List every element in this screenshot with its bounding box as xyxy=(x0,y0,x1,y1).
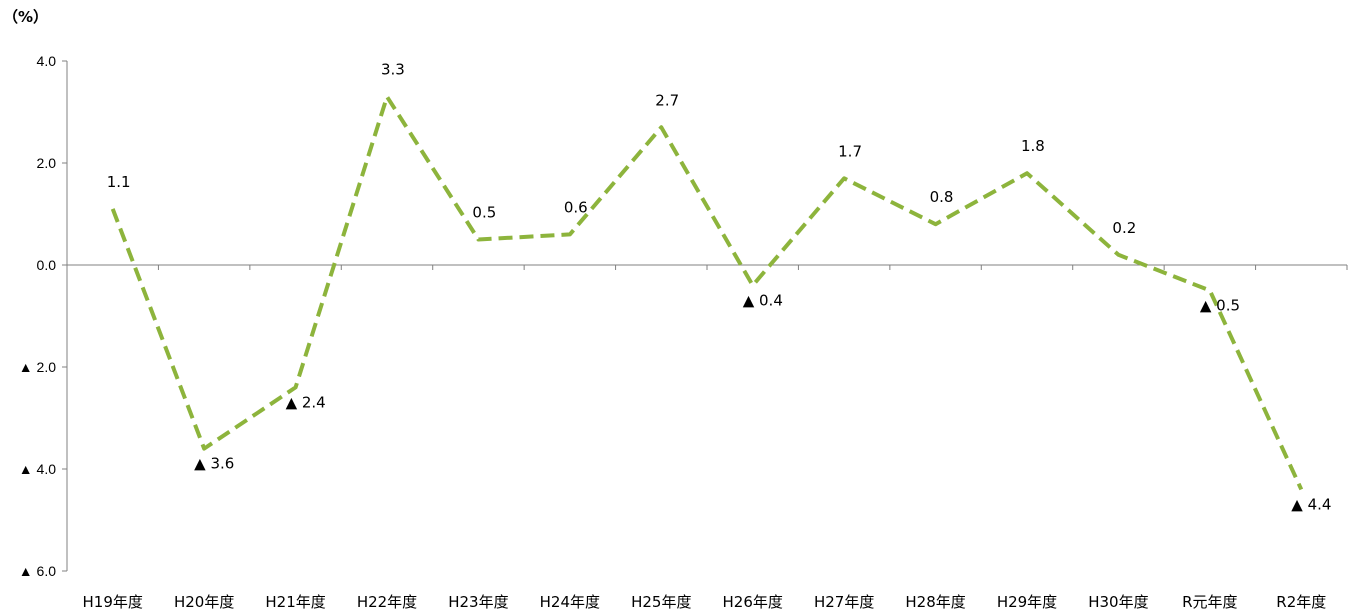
data-label: 3.3 xyxy=(381,61,405,79)
x-tick-label: H20年度 xyxy=(174,593,234,611)
data-label: ▲ 4.4 xyxy=(1291,495,1331,513)
x-tick-label: H22年度 xyxy=(357,593,417,611)
x-tick-label: H24年度 xyxy=(540,593,600,611)
data-label: 1.1 xyxy=(107,173,131,191)
data-label: 1.8 xyxy=(1021,137,1045,155)
data-label: 2.7 xyxy=(655,91,679,109)
series-line xyxy=(110,94,1304,491)
y-tick-label: ▲ 4.0 xyxy=(19,461,56,477)
x-tick-label: H28年度 xyxy=(905,593,965,611)
data-label: ▲ 3.6 xyxy=(194,455,234,473)
x-axis-ticks: H19年度 H20年度 H21年度 H22年度 H23年度 H24年度 H25年度 H26年度… xyxy=(66,265,1348,611)
y-tick-label: 4.0 xyxy=(37,53,57,69)
x-tick-label: H26年度 xyxy=(723,593,783,611)
data-labels: 1.1 ▲ 3.6 ▲ 2.4 3.3 0.5 0.6 2.7 ▲ 0.4 1.7 0.8 1.8 0… xyxy=(107,61,1332,514)
data-label: ▲ 0.5 xyxy=(1200,297,1240,315)
y-tick-label: ▲ 6.0 xyxy=(19,563,56,579)
x-tick-label: H27年度 xyxy=(814,593,874,611)
data-label: 0.2 xyxy=(1112,219,1136,237)
data-label: 0.5 xyxy=(472,204,496,222)
x-tick-label: H30年度 xyxy=(1088,593,1148,611)
x-tick-label: H25年度 xyxy=(631,593,691,611)
data-label: ▲ 2.4 xyxy=(286,393,326,411)
x-tick-label: H29年度 xyxy=(997,593,1057,611)
y-axis-ticks: 4.0 2.0 0.0 ▲ 2.0 ▲ 4.0 ▲ 6.0 xyxy=(19,53,67,579)
x-tick-label: H21年度 xyxy=(265,593,325,611)
data-label: 0.6 xyxy=(564,198,588,216)
data-label: ▲ 0.4 xyxy=(743,291,783,309)
y-unit-label: （%） xyxy=(3,8,48,26)
series xyxy=(110,94,1304,491)
x-tick-label: R元年度 xyxy=(1182,593,1237,611)
y-tick-label: ▲ 2.0 xyxy=(19,359,56,375)
x-tick-label: R2年度 xyxy=(1276,593,1326,611)
y-tick-label: 0.0 xyxy=(37,257,57,273)
y-tick-label: 2.0 xyxy=(37,155,57,171)
data-label: 1.7 xyxy=(838,142,862,160)
x-tick-label: H19年度 xyxy=(83,593,143,611)
axes xyxy=(66,61,1347,571)
x-tick-label: H23年度 xyxy=(448,593,508,611)
data-label: 0.8 xyxy=(930,188,954,206)
